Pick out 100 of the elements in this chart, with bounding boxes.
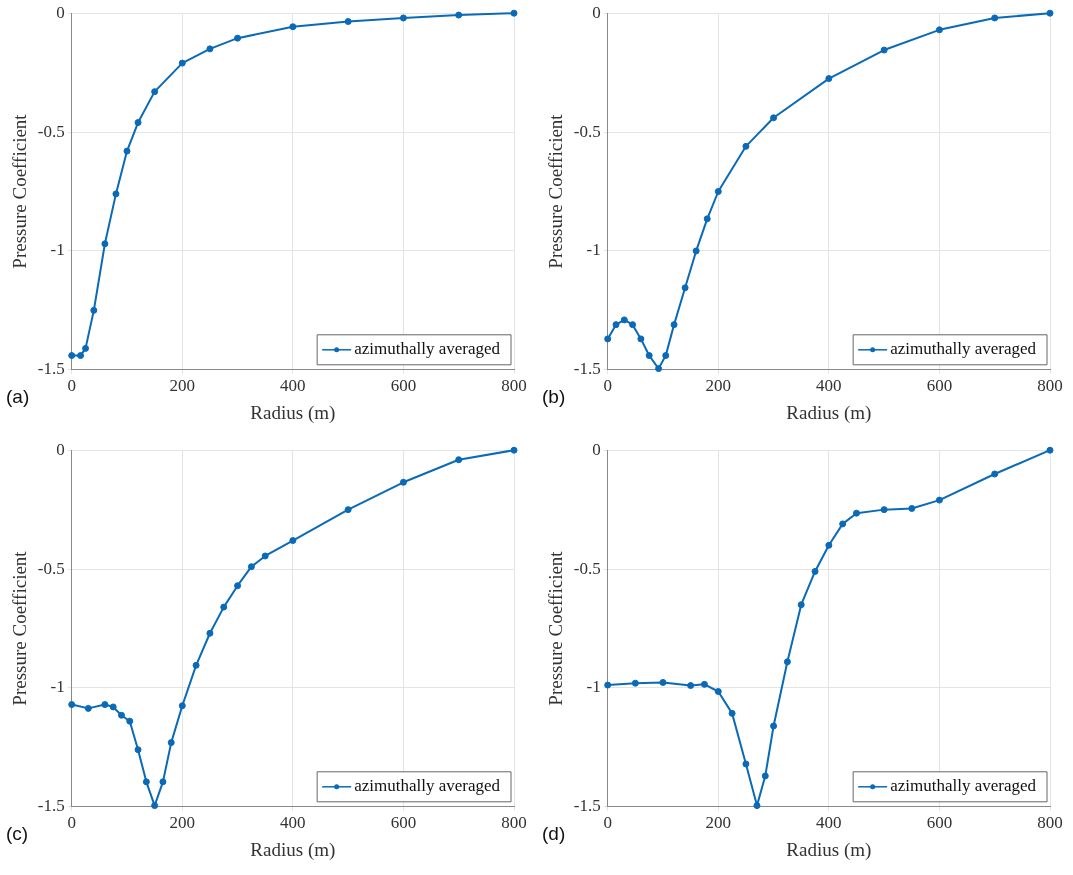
point bbox=[134, 119, 142, 127]
legend-label: azimuthally averaged bbox=[890, 339, 1037, 359]
point bbox=[84, 704, 92, 712]
y-tick-label: -1 bbox=[586, 677, 601, 697]
point bbox=[783, 658, 791, 666]
point bbox=[134, 746, 142, 754]
point bbox=[77, 352, 85, 360]
point bbox=[261, 552, 269, 560]
legend-label: azimuthally averaged bbox=[354, 339, 501, 359]
y-tick-label: -1.5 bbox=[573, 359, 601, 379]
y-tick-label: 0 bbox=[56, 439, 65, 459]
point bbox=[692, 247, 700, 255]
x-tick-label: 800 bbox=[501, 376, 527, 396]
x-tick-label: 600 bbox=[926, 813, 953, 833]
point bbox=[344, 18, 352, 26]
x-tick-label: 200 bbox=[169, 376, 196, 396]
x-tick-label: 800 bbox=[501, 813, 527, 833]
point bbox=[825, 75, 833, 83]
point bbox=[234, 34, 242, 42]
point bbox=[761, 772, 769, 780]
point bbox=[151, 88, 159, 96]
point bbox=[142, 778, 150, 786]
point bbox=[117, 711, 125, 719]
point bbox=[670, 321, 678, 329]
point bbox=[455, 456, 463, 464]
y-axis-title: Pressure Coefficient bbox=[9, 550, 31, 706]
point bbox=[109, 703, 117, 711]
text: (b) bbox=[542, 385, 566, 407]
point bbox=[703, 215, 711, 223]
point bbox=[631, 679, 639, 687]
x-tick-label: 800 bbox=[1037, 813, 1063, 833]
legend-label: azimuthally averaged bbox=[354, 776, 501, 796]
y-tick-label: 0 bbox=[592, 2, 601, 22]
point bbox=[637, 335, 645, 343]
point bbox=[1046, 9, 1054, 17]
y-tick-label: -1 bbox=[50, 240, 65, 260]
point bbox=[126, 717, 134, 725]
point bbox=[206, 629, 214, 637]
point bbox=[645, 352, 653, 360]
x-axis-title: Radius (m) bbox=[250, 838, 336, 861]
point bbox=[770, 114, 778, 122]
point bbox=[839, 520, 847, 528]
x-tick-label: 400 bbox=[280, 813, 306, 833]
point bbox=[192, 661, 200, 669]
x-tick-label: 400 bbox=[816, 813, 842, 833]
x-tick-label: 600 bbox=[390, 376, 417, 396]
x-tick-label: 200 bbox=[705, 376, 732, 396]
text: (c) bbox=[6, 822, 29, 844]
point bbox=[289, 537, 297, 545]
point bbox=[811, 567, 819, 575]
point bbox=[742, 760, 750, 768]
point bbox=[655, 365, 663, 373]
point bbox=[991, 14, 999, 22]
point bbox=[935, 26, 943, 34]
x-tick-label: 400 bbox=[280, 376, 306, 396]
point bbox=[1046, 446, 1054, 454]
point bbox=[853, 509, 860, 517]
point bbox=[455, 11, 463, 19]
x-axis-title: Radius (m) bbox=[250, 401, 336, 424]
point bbox=[510, 9, 518, 17]
point bbox=[935, 496, 943, 504]
point bbox=[825, 541, 833, 549]
x-axis-title: Radius (m) bbox=[786, 401, 872, 424]
point bbox=[700, 680, 708, 688]
point bbox=[123, 147, 131, 155]
y-tick-label: -0.5 bbox=[37, 558, 65, 578]
point bbox=[604, 681, 612, 689]
point bbox=[604, 335, 612, 343]
y-axis-title: Pressure Coefficient bbox=[545, 550, 567, 706]
point bbox=[681, 284, 689, 292]
point bbox=[112, 190, 120, 198]
point bbox=[167, 739, 175, 747]
point bbox=[159, 778, 167, 786]
y-tick-label: 0 bbox=[592, 439, 601, 459]
x-tick-label: 400 bbox=[816, 376, 842, 396]
y-tick-label: 0 bbox=[56, 2, 65, 22]
y-tick-label: -1 bbox=[586, 240, 601, 260]
y-axis-title: Pressure Coefficient bbox=[545, 113, 567, 269]
point bbox=[662, 352, 670, 360]
point bbox=[101, 701, 109, 709]
point bbox=[344, 506, 352, 514]
y-tick-label: -1.5 bbox=[37, 359, 65, 379]
text: (a) bbox=[6, 385, 30, 407]
y-tick-label: -1 bbox=[50, 677, 65, 697]
point bbox=[629, 321, 637, 329]
point bbox=[908, 504, 916, 512]
point bbox=[770, 722, 778, 730]
point bbox=[714, 188, 722, 195]
y-tick-label: -0.5 bbox=[573, 121, 601, 141]
legend-label: azimuthally averaged bbox=[890, 776, 1037, 796]
point bbox=[510, 446, 518, 454]
point bbox=[742, 142, 750, 150]
point bbox=[753, 802, 761, 810]
point bbox=[90, 306, 98, 314]
point bbox=[206, 45, 214, 53]
point bbox=[659, 678, 667, 686]
x-tick-label: 200 bbox=[169, 813, 196, 833]
x-tick-label: 600 bbox=[390, 813, 417, 833]
point bbox=[151, 802, 159, 810]
point bbox=[178, 702, 186, 710]
